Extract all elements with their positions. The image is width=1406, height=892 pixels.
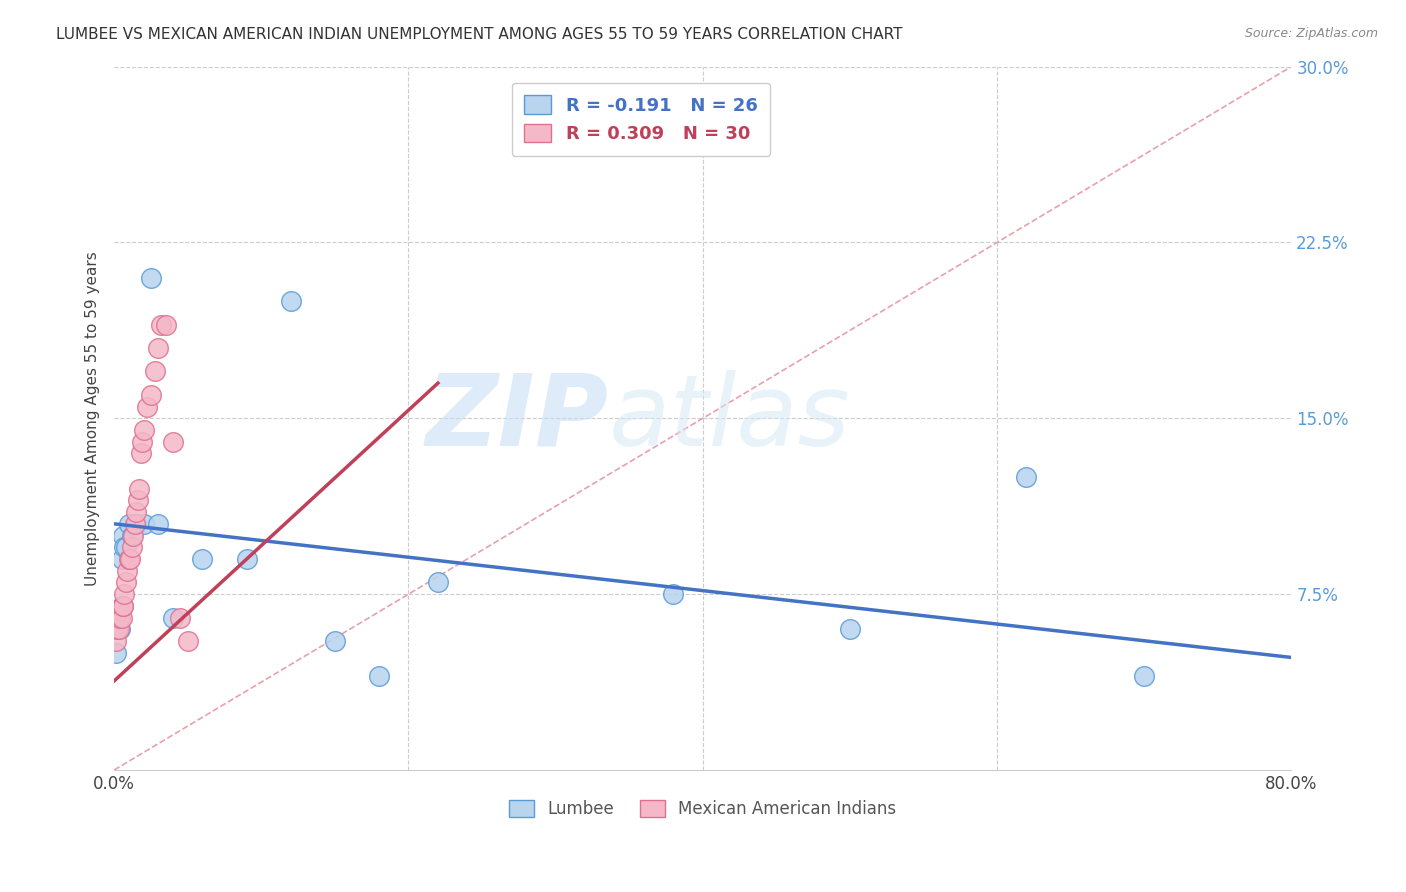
Point bbox=[139, 270, 162, 285]
Point bbox=[107, 610, 129, 624]
Point bbox=[121, 541, 143, 555]
Point bbox=[118, 516, 141, 531]
Y-axis label: Unemployment Among Ages 55 to 59 years: Unemployment Among Ages 55 to 59 years bbox=[86, 251, 100, 586]
Point bbox=[150, 318, 173, 332]
Point bbox=[323, 634, 346, 648]
Point bbox=[111, 599, 134, 613]
Point bbox=[139, 388, 162, 402]
Point bbox=[110, 599, 132, 613]
Point bbox=[838, 623, 860, 637]
Point bbox=[122, 528, 145, 542]
Point bbox=[131, 434, 153, 449]
Point bbox=[111, 528, 134, 542]
Point bbox=[280, 294, 302, 309]
Point bbox=[177, 634, 200, 648]
Point bbox=[129, 446, 152, 460]
Point bbox=[117, 564, 139, 578]
Point bbox=[162, 610, 184, 624]
Point bbox=[127, 493, 149, 508]
Point bbox=[107, 623, 129, 637]
Point bbox=[132, 423, 155, 437]
Point bbox=[135, 400, 157, 414]
Text: atlas: atlas bbox=[609, 370, 851, 467]
Point bbox=[124, 516, 146, 531]
Point bbox=[118, 552, 141, 566]
Point bbox=[111, 599, 134, 613]
Point bbox=[108, 610, 131, 624]
Text: ZIP: ZIP bbox=[426, 370, 609, 467]
Point bbox=[169, 610, 191, 624]
Point bbox=[191, 552, 214, 566]
Point bbox=[1133, 669, 1156, 683]
Point bbox=[368, 669, 391, 683]
Point bbox=[115, 575, 138, 590]
Point bbox=[104, 634, 127, 648]
Point bbox=[155, 318, 177, 332]
Point bbox=[145, 364, 167, 378]
Point bbox=[114, 587, 136, 601]
Point bbox=[125, 516, 148, 531]
Point bbox=[108, 623, 131, 637]
Point bbox=[132, 516, 155, 531]
Text: Source: ZipAtlas.com: Source: ZipAtlas.com bbox=[1244, 27, 1378, 40]
Text: LUMBEE VS MEXICAN AMERICAN INDIAN UNEMPLOYMENT AMONG AGES 55 TO 59 YEARS CORRELA: LUMBEE VS MEXICAN AMERICAN INDIAN UNEMPL… bbox=[56, 27, 903, 42]
Point bbox=[162, 434, 184, 449]
Legend: Lumbee, Mexican American Indians: Lumbee, Mexican American Indians bbox=[503, 794, 903, 825]
Point bbox=[148, 516, 170, 531]
Point bbox=[105, 623, 128, 637]
Point bbox=[120, 552, 142, 566]
Point bbox=[110, 610, 132, 624]
Point bbox=[115, 541, 138, 555]
Point bbox=[125, 505, 148, 519]
Point bbox=[148, 341, 170, 355]
Point bbox=[105, 623, 128, 637]
Point bbox=[235, 552, 257, 566]
Point bbox=[662, 587, 685, 601]
Point bbox=[1015, 470, 1038, 484]
Point bbox=[114, 541, 136, 555]
Point bbox=[128, 482, 150, 496]
Point bbox=[110, 552, 132, 566]
Point bbox=[104, 646, 127, 660]
Point bbox=[121, 528, 143, 542]
Point bbox=[426, 575, 449, 590]
